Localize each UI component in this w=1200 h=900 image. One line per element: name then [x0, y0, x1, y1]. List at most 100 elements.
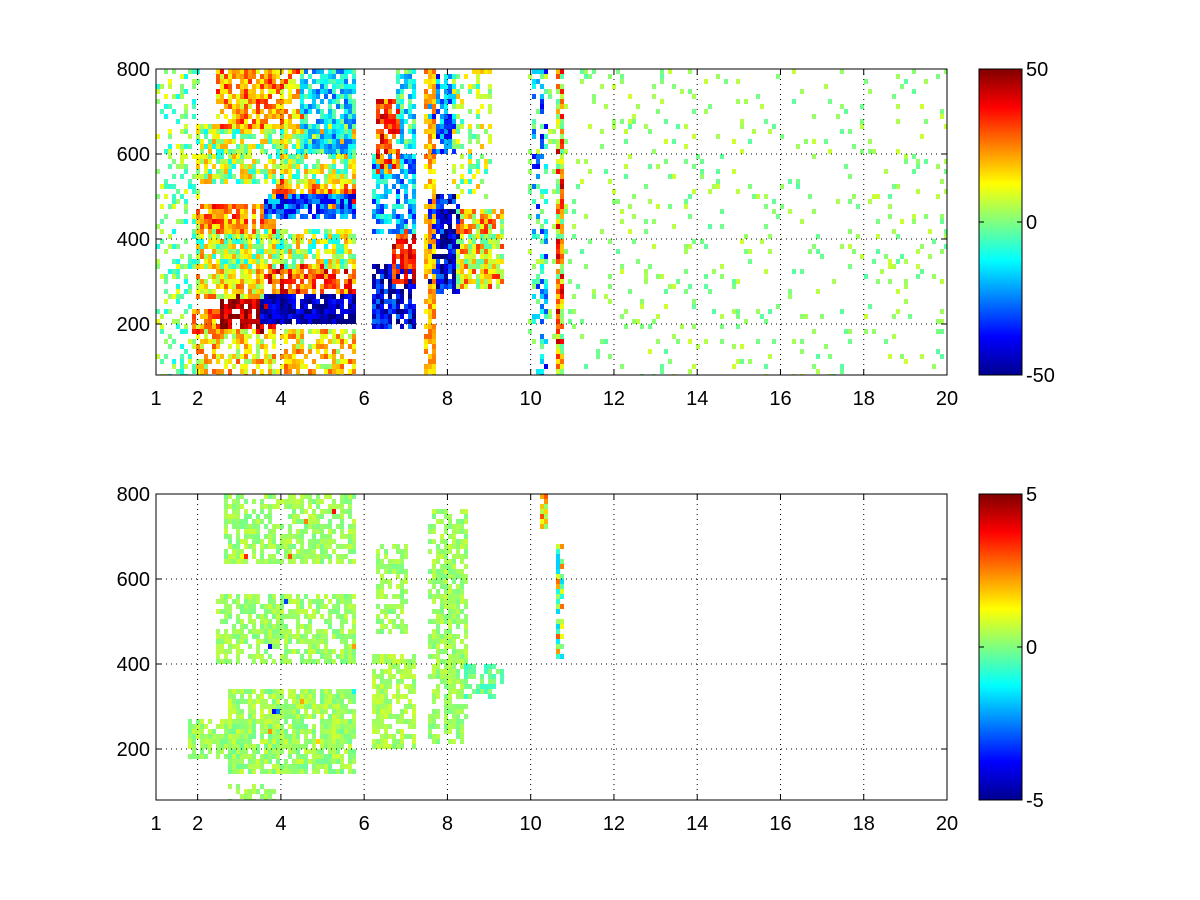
heatmap-cell — [328, 309, 332, 314]
heatmap-cell — [340, 229, 344, 234]
heatmap-cell — [336, 154, 340, 159]
heatmap-cell — [172, 69, 176, 74]
heatmap-cell — [684, 204, 688, 209]
heatmap-cell — [640, 304, 644, 309]
heatmap-cell — [200, 174, 204, 179]
heatmap-cell — [404, 84, 408, 89]
heatmap-cell — [620, 74, 624, 79]
heatmap-cell — [556, 279, 560, 284]
heatmap-cell — [476, 69, 480, 74]
heatmap-cell — [336, 69, 340, 74]
heatmap-cell — [288, 704, 292, 709]
heatmap-cell — [256, 314, 260, 319]
heatmap-cell — [392, 559, 396, 564]
heatmap-cell — [392, 604, 396, 609]
heatmap-cell — [296, 284, 300, 289]
heatmap-cell — [260, 84, 264, 89]
heatmap-cell — [384, 104, 388, 109]
heatmap-cell — [476, 259, 480, 264]
heatmap-cell — [292, 274, 296, 279]
heatmap-cell — [340, 694, 344, 699]
top-heatmap-x-ticks: 1 2 4 6 8 10 12 14 16 18 20 — [150, 69, 958, 410]
heatmap-cell — [412, 229, 416, 234]
heatmap-cell — [448, 84, 452, 89]
heatmap-cell — [604, 104, 608, 109]
heatmap-cell — [708, 289, 712, 294]
heatmap-cell — [432, 224, 436, 229]
heatmap-cell — [260, 624, 264, 629]
heatmap-cell — [312, 214, 316, 219]
heatmap-cell — [236, 224, 240, 229]
heatmap-cell — [872, 149, 876, 154]
heatmap-cell — [340, 509, 344, 514]
heatmap-cell — [224, 249, 228, 254]
heatmap-cell — [252, 734, 256, 739]
heatmap-cell — [292, 559, 296, 564]
heatmap-cell — [340, 629, 344, 634]
heatmap-cell — [536, 214, 540, 219]
heatmap-cell — [288, 314, 292, 319]
heatmap-cell — [272, 744, 276, 749]
heatmap-cell — [236, 534, 240, 539]
heatmap-cell — [172, 194, 176, 199]
heatmap-cell — [452, 209, 456, 214]
heatmap-cell — [332, 724, 336, 729]
heatmap-cell — [312, 284, 316, 289]
heatmap-cell — [352, 139, 356, 144]
heatmap-cell — [168, 294, 172, 299]
heatmap-cell — [284, 369, 288, 374]
heatmap-cell — [316, 149, 320, 154]
heatmap-cell — [228, 739, 232, 744]
heatmap-cell — [224, 599, 228, 604]
heatmap-cell — [560, 254, 564, 259]
heatmap-cell — [240, 84, 244, 89]
heatmap-cell — [384, 139, 388, 144]
heatmap-cell — [888, 259, 892, 264]
heatmap-cell — [324, 544, 328, 549]
heatmap-cell — [372, 209, 376, 214]
heatmap-cell — [260, 629, 264, 634]
heatmap-cell — [276, 369, 280, 374]
heatmap-cell — [392, 174, 396, 179]
heatmap-cell — [456, 259, 460, 264]
heatmap-cell — [244, 269, 248, 274]
heatmap-cell — [300, 214, 304, 219]
heatmap-cell — [928, 254, 932, 259]
heatmap-cell — [540, 359, 544, 364]
heatmap-cell — [200, 349, 204, 354]
heatmap-cell — [536, 79, 540, 84]
heatmap-cell — [264, 74, 268, 79]
heatmap-cell — [496, 239, 500, 244]
heatmap-cell — [316, 769, 320, 774]
heatmap-cell — [204, 359, 208, 364]
heatmap-cell — [292, 289, 296, 294]
heatmap-cell — [236, 109, 240, 114]
heatmap-cell — [256, 124, 260, 129]
heatmap-cell — [860, 124, 864, 129]
heatmap-cell — [392, 304, 396, 309]
heatmap-cell — [440, 124, 444, 129]
heatmap-cell — [332, 334, 336, 339]
heatmap-cell — [304, 194, 308, 199]
heatmap-cell — [340, 124, 344, 129]
heatmap-cell — [480, 229, 484, 234]
heatmap-cell — [440, 204, 444, 209]
heatmap-cell — [344, 119, 348, 124]
heatmap-cell — [292, 264, 296, 269]
heatmap-cell — [192, 739, 196, 744]
heatmap-cell — [232, 689, 236, 694]
heatmap-cell — [532, 264, 536, 269]
heatmap-cell — [292, 544, 296, 549]
heatmap-cell — [456, 229, 460, 234]
heatmap-cell — [772, 209, 776, 214]
heatmap-cell — [284, 534, 288, 539]
heatmap-cell — [412, 179, 416, 184]
heatmap-cell — [444, 114, 448, 119]
heatmap-cell — [428, 319, 432, 324]
heatmap-cell — [376, 129, 380, 134]
heatmap-cell — [164, 94, 168, 99]
heatmap-cell — [396, 699, 400, 704]
heatmap-cell — [924, 119, 928, 124]
heatmap-cell — [552, 259, 556, 264]
heatmap-cell — [224, 99, 228, 104]
